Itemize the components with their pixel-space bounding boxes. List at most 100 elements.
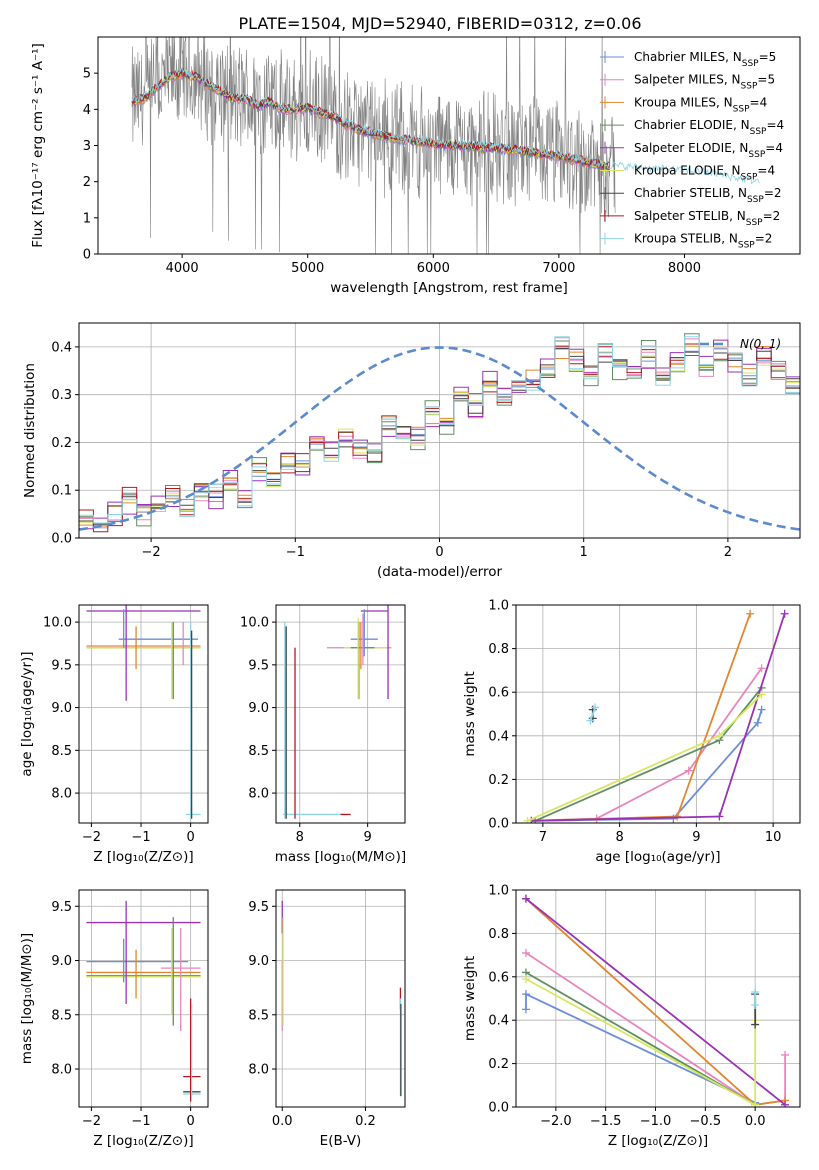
axes-frame — [78, 889, 209, 1108]
axes-frame — [78, 604, 209, 824]
weight-point — [715, 731, 724, 740]
panel-mass-vs-Z: −2 −1 0 8.0 8.5 9.0 9.5 Z [log₁₀(Z/Z⊙)] mass [lo… — [19, 889, 209, 1149]
weight-point — [521, 894, 530, 903]
x-tick-label: −1.5 — [590, 1114, 622, 1129]
panel-residuals: −2 −1 0 1 2 0.0 0.1 0.2 0.3 0.4 (data-model)/error… — [22, 322, 801, 580]
weight-point — [586, 716, 595, 725]
y-tick-label: 9.5 — [248, 658, 269, 673]
x-tick-label: 1 — [580, 545, 588, 560]
x-tick-label: 6000 — [417, 261, 450, 276]
x-tick-label: 9 — [364, 830, 372, 845]
plot-area — [521, 894, 790, 1107]
y-tick-label: 0.0 — [488, 1101, 509, 1116]
x-tick-label: 2 — [724, 545, 732, 560]
x-tick-label: −1 — [131, 1114, 150, 1129]
y-tick-label: 9.5 — [51, 658, 72, 673]
weight-line-kroupa-stelib — [589, 707, 596, 721]
y-tick-label: 8.0 — [248, 1063, 269, 1078]
axes-frame — [515, 889, 801, 1108]
y-axis-label: mass weight — [462, 671, 478, 756]
weight-point — [751, 1100, 760, 1107]
weight-point — [751, 987, 760, 996]
y-tick-label: 8.0 — [51, 1063, 72, 1078]
x-tick-label: 7000 — [542, 261, 575, 276]
y-tick-label: 8.5 — [248, 744, 269, 759]
x-axis-label: mass [log₁₀(M/M⊙)] — [275, 849, 406, 865]
y-tick-label: 1 — [83, 211, 91, 226]
y-tick-label: 0.0 — [51, 532, 72, 547]
y-tick-label: 0.2 — [488, 1057, 509, 1072]
y-axis-label: age [log₁₀(age/yr)] — [19, 651, 35, 776]
weight-point — [751, 1001, 760, 1010]
y-tick-label: 0.8 — [488, 642, 509, 657]
weight-point — [781, 1100, 790, 1107]
x-axis-label: Z [log₁₀(Z/Z⊙)] — [93, 1133, 193, 1149]
y-tick-label: 9.0 — [51, 701, 72, 716]
y-tick-label: 0.3 — [51, 388, 72, 403]
y-tick-label: 0.2 — [51, 436, 72, 451]
x-tick-label: 9 — [692, 830, 700, 845]
y-tick-label: 9.0 — [51, 954, 72, 969]
panel-massweight-vs-Z: −2.0 −1.5 −1.0 −0.5 0.0 0.0 0.2 0.4 0.6 0.8 1.0 Z [… — [462, 884, 801, 1149]
weight-point — [591, 703, 600, 712]
x-axis-label: E(B-V) — [320, 1133, 362, 1149]
weight-point — [521, 1005, 530, 1014]
y-tick-label: 8.0 — [248, 787, 269, 802]
x-tick-label: 7 — [539, 830, 547, 845]
x-tick-label: 0 — [435, 545, 443, 560]
x-tick-label: −1 — [286, 545, 305, 560]
x-tick-label: −2.0 — [540, 1114, 572, 1129]
y-tick-label: 0.8 — [488, 927, 509, 942]
weight-point — [757, 664, 766, 673]
x-axis-label: Z [log₁₀(Z/Z⊙)] — [608, 1133, 708, 1149]
y-tick-label: 0.0 — [488, 817, 509, 832]
y-tick-label: 9.5 — [248, 900, 269, 915]
panel-massweight-vs-age: 7 8 9 10 0.0 0.2 0.4 0.6 0.8 1.0 age [log₁₀(age/yr… — [462, 599, 801, 865]
y-tick-label: 0.6 — [488, 970, 509, 985]
y-tick-label: 0.4 — [488, 729, 509, 744]
y-tick-label: 9.0 — [248, 701, 269, 716]
x-tick-label: 4000 — [166, 261, 199, 276]
weight-point — [684, 766, 693, 775]
weight-point — [757, 690, 766, 699]
y-tick-label: 3 — [83, 139, 91, 154]
plot-area — [131, 37, 760, 254]
x-tick-label: 10 — [765, 830, 782, 845]
normal-curve — [79, 346, 800, 531]
y-axis-label: mass [log₁₀(M/M⊙)] — [19, 933, 35, 1064]
x-axis-label: wavelength [Angstrom, rest frame] — [330, 280, 568, 296]
weight-point — [781, 1050, 790, 1059]
y-tick-label: 0.6 — [488, 686, 509, 701]
legend-label: N(0, 1) — [740, 337, 781, 351]
panel-age-vs-mass: 8 9 8.0 8.5 9.0 9.5 10.0 mass [log₁₀(M/M⊙)] — [240, 604, 406, 865]
y-tick-label: 0.1 — [51, 484, 72, 499]
y-tick-label: 8.5 — [51, 744, 72, 759]
plot-area — [523, 609, 789, 823]
weight-point — [715, 812, 724, 821]
hist-step-kroupa-stelib — [79, 336, 800, 524]
axes-frame — [275, 604, 406, 824]
plot-area — [282, 605, 392, 819]
x-tick-label: 8000 — [668, 261, 701, 276]
x-tick-label: −1 — [131, 830, 150, 845]
y-tick-label: 9.5 — [51, 900, 72, 915]
y-tick-label: 10.0 — [43, 616, 72, 631]
x-tick-label: 8 — [296, 830, 304, 845]
weight-point — [673, 812, 682, 821]
weight-point — [780, 609, 789, 618]
x-tick-label: 8 — [615, 830, 623, 845]
x-axis-label: Z [log₁₀(Z/Z⊙)] — [93, 849, 193, 865]
weight-point — [751, 1020, 760, 1029]
panel-age-vs-Z: −2 −1 0 8.0 8.5 9.0 9.5 10.0 Z [log₁₀(Z/Z⊙)] age … — [19, 604, 209, 865]
x-axis-label: (data-model)/error — [377, 564, 503, 580]
weight-line-chabrier-elodie — [525, 971, 756, 1106]
x-tick-label: 0 — [186, 830, 194, 845]
y-tick-label: 0.4 — [51, 340, 72, 355]
plot-area — [281, 900, 402, 1097]
y-tick-label: 8.5 — [51, 1008, 72, 1023]
y-tick-label: 0.4 — [488, 1014, 509, 1029]
x-tick-label: −0.5 — [690, 1114, 722, 1129]
plot-area — [86, 605, 201, 819]
weight-point — [521, 948, 530, 957]
